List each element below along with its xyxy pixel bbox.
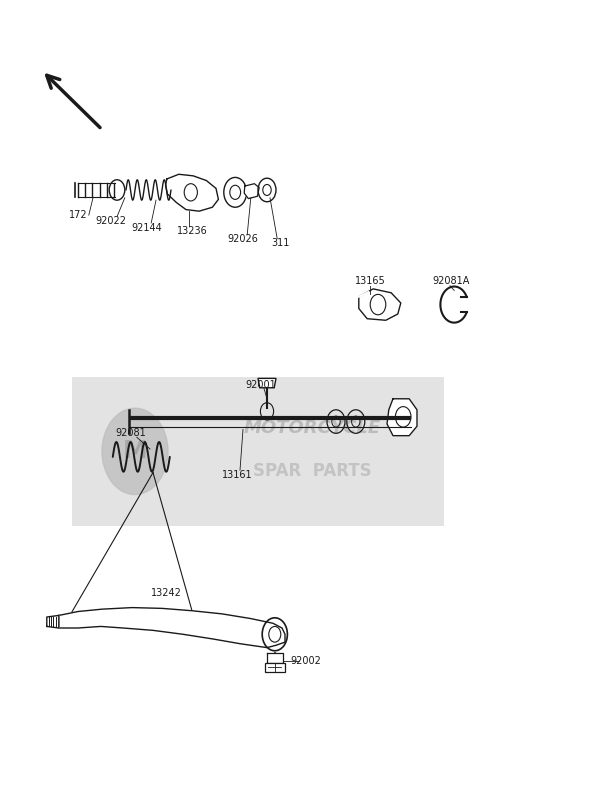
Polygon shape bbox=[244, 184, 259, 199]
Circle shape bbox=[102, 408, 168, 495]
Text: 311: 311 bbox=[272, 239, 290, 248]
Polygon shape bbox=[359, 289, 401, 320]
Text: MOTORCYCLE: MOTORCYCLE bbox=[244, 419, 380, 436]
Text: 92026: 92026 bbox=[227, 235, 259, 244]
Polygon shape bbox=[47, 615, 59, 628]
Text: 92022: 92022 bbox=[95, 217, 127, 226]
Text: 13165: 13165 bbox=[355, 276, 386, 286]
Text: 92081A: 92081A bbox=[433, 276, 470, 286]
Text: 172: 172 bbox=[68, 210, 88, 220]
Text: SPAR  PARTS: SPAR PARTS bbox=[253, 462, 371, 480]
Polygon shape bbox=[59, 608, 285, 648]
Polygon shape bbox=[258, 378, 276, 388]
Text: 92001: 92001 bbox=[245, 380, 277, 389]
Polygon shape bbox=[387, 399, 417, 436]
FancyBboxPatch shape bbox=[72, 377, 444, 526]
Text: M: M bbox=[122, 440, 148, 463]
Polygon shape bbox=[265, 663, 285, 672]
Polygon shape bbox=[267, 653, 283, 663]
Text: 13242: 13242 bbox=[151, 588, 182, 597]
Text: 92081: 92081 bbox=[115, 429, 146, 438]
Polygon shape bbox=[166, 174, 218, 211]
Text: 92144: 92144 bbox=[131, 223, 163, 232]
Text: 92002: 92002 bbox=[290, 656, 322, 666]
Text: 13236: 13236 bbox=[176, 226, 208, 236]
Text: 13161: 13161 bbox=[221, 470, 253, 480]
